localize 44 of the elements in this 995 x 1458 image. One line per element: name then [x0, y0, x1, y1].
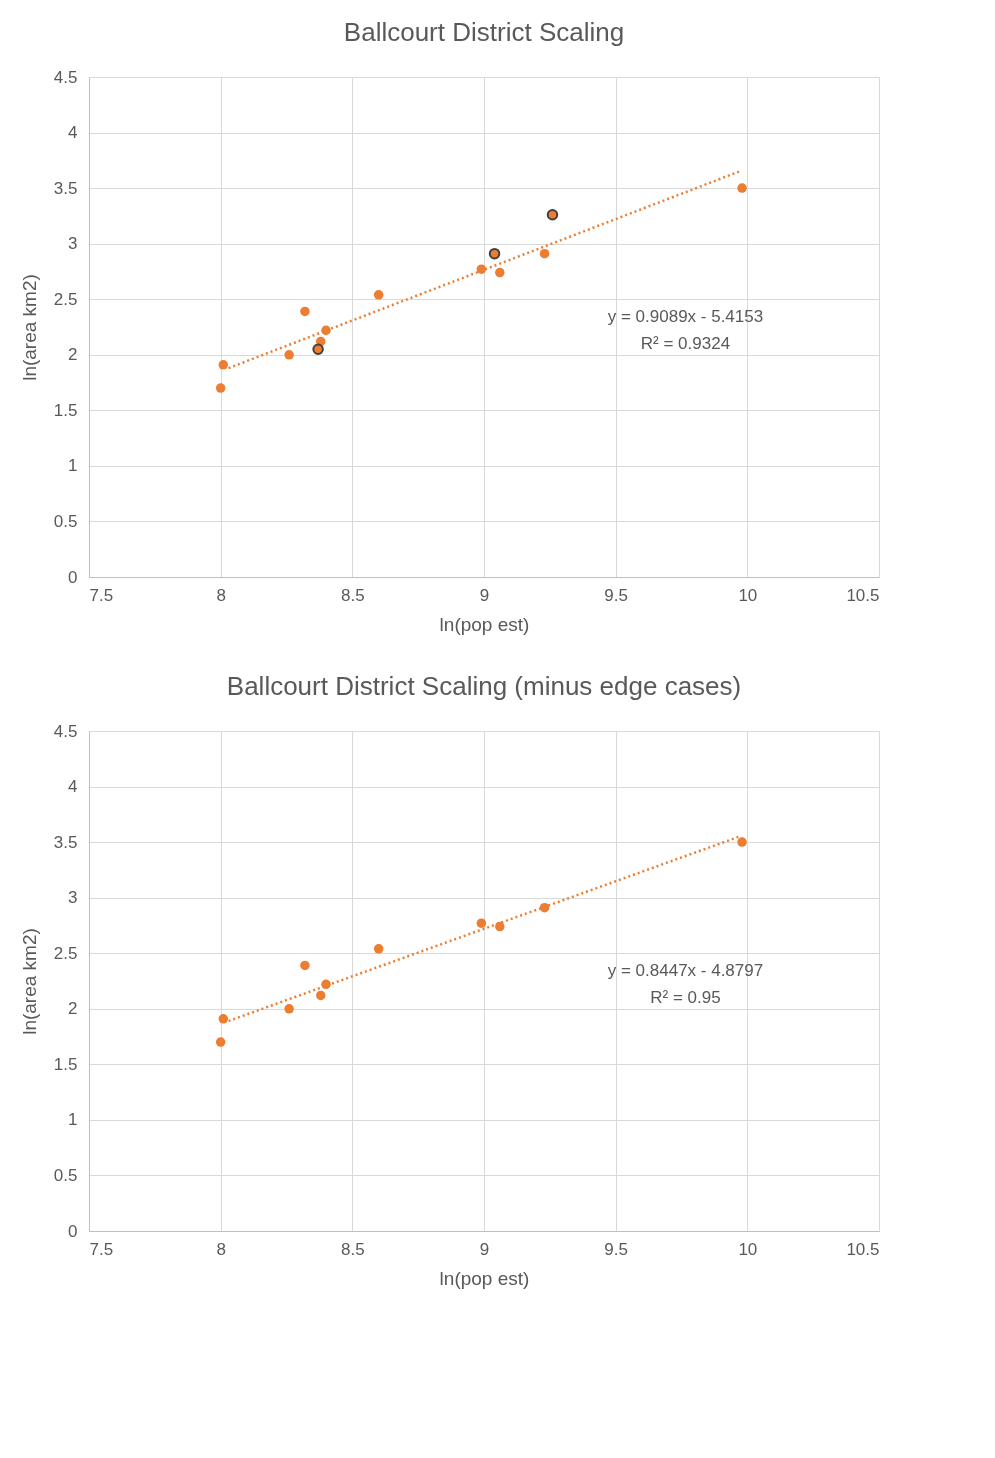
y-tick-label: 3: [68, 234, 78, 254]
y-axis-title: ln(area km2): [18, 274, 40, 381]
y-tick-label: 3: [68, 888, 78, 908]
y-tick-label: 1.5: [53, 400, 78, 420]
y-tick-label: 0.5: [53, 511, 78, 531]
y-tick-label: 4.5: [53, 67, 78, 87]
annotation: y = 0.9089x - 5.4153: [607, 307, 764, 326]
x-tick-label: 8: [216, 585, 226, 605]
x-axis-title: ln(pop est): [439, 613, 530, 635]
y-tick-label: 0: [68, 1221, 78, 1241]
annotation: R² = 0.95: [650, 987, 721, 1007]
x-tick-label: 9: [479, 585, 490, 605]
y-tick-label: 2.5: [53, 943, 78, 963]
x-tick-label: 8.5: [341, 1239, 365, 1259]
annotation: y = 0.8447x - 4.8797: [607, 961, 764, 980]
x-tick-label: 9: [479, 1239, 490, 1259]
x-tick-label: 10.5: [846, 1239, 880, 1259]
x-tick-label: 7.5: [89, 1239, 114, 1259]
y-tick-label: 4: [68, 777, 78, 797]
x-tick-label: 8: [216, 1239, 226, 1259]
y-axis-title: ln(area km2): [18, 928, 40, 1035]
x-tick-label: 10: [738, 1239, 758, 1259]
x-tick-label: 10: [738, 585, 758, 605]
y-tick-label: 2: [68, 345, 78, 365]
x-tick-label: 7.5: [89, 585, 114, 605]
x-tick-label: 9.5: [604, 585, 628, 605]
y-tick-label: 1: [68, 1110, 78, 1130]
chart-title: Ballcourt District Scaling (minus edge cases): [226, 671, 742, 701]
x-tick-label: 9.5: [604, 1239, 628, 1259]
y-tick-label: 0.5: [53, 1165, 78, 1185]
y-tick-label: 4: [68, 123, 78, 143]
annotation: R² = 0.9324: [640, 333, 731, 353]
y-tick-label: 3.5: [53, 178, 78, 198]
x-tick-label: 10.5: [846, 585, 880, 605]
x-tick-label: 8.5: [341, 585, 365, 605]
y-tick-label: 4.5: [53, 721, 78, 741]
y-tick-label: 1.5: [53, 1054, 78, 1074]
y-tick-label: 3.5: [53, 832, 78, 852]
chart-title: Ballcourt District Scaling: [343, 17, 625, 47]
y-tick-label: 1: [68, 456, 78, 476]
x-axis-title: ln(pop est): [439, 1267, 530, 1289]
y-tick-label: 2.5: [53, 289, 78, 309]
y-tick-label: 2: [68, 999, 78, 1019]
y-tick-label: 0: [68, 567, 78, 587]
